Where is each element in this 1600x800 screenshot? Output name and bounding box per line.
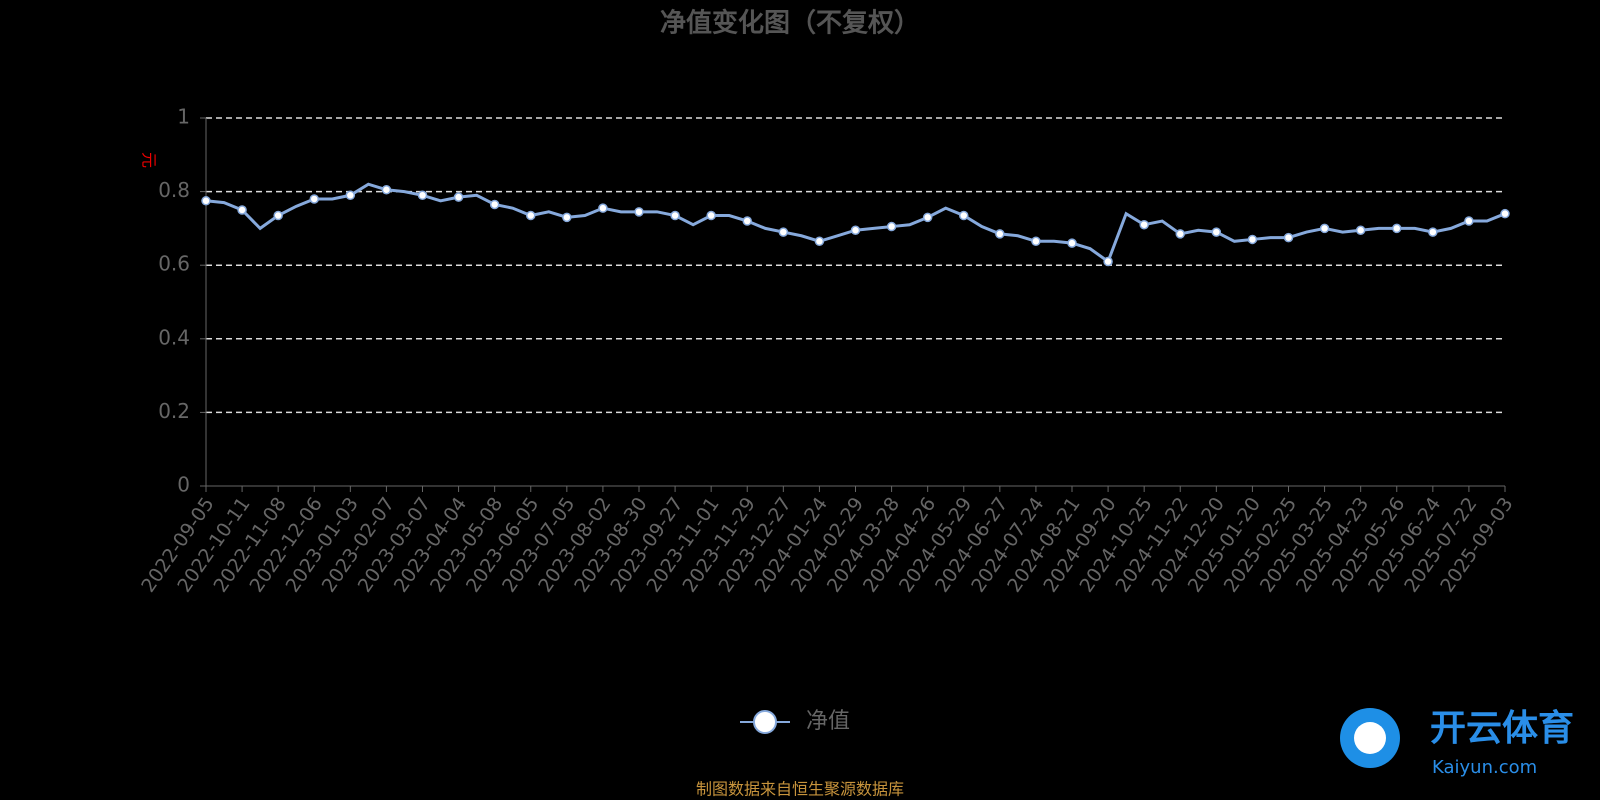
point <box>1500 208 1510 219</box>
y-tick-label: 0.8 <box>158 178 190 202</box>
point <box>201 196 211 206</box>
point <box>814 236 825 247</box>
point <box>309 194 319 204</box>
point <box>237 205 247 215</box>
point <box>562 212 572 223</box>
chart-title: 净值变化图（不复权） <box>660 8 920 39</box>
point <box>345 190 356 201</box>
point <box>1067 238 1077 248</box>
y-tick-label: 0.2 <box>158 399 190 423</box>
watermark: 开云体育 Kaiyun.com <box>1340 708 1574 778</box>
point <box>1211 227 1222 237</box>
point <box>1175 229 1185 239</box>
series-line <box>205 182 1506 264</box>
y-tick-label: 0 <box>177 473 190 497</box>
source: 制图数据来自恒生聚源数据库 <box>696 780 904 799</box>
watermark-site: Kaiyun.com <box>1432 757 1537 778</box>
point <box>1428 227 1438 237</box>
point <box>1031 236 1041 247</box>
point <box>598 203 608 213</box>
point <box>1392 223 1402 234</box>
point <box>742 216 752 226</box>
point <box>526 210 536 221</box>
point <box>1464 216 1474 226</box>
point <box>417 190 428 201</box>
point <box>995 229 1005 239</box>
point <box>634 207 644 217</box>
point <box>381 185 392 195</box>
point <box>850 225 861 235</box>
point <box>489 199 500 210</box>
legend-label: 净值 <box>806 709 850 734</box>
y-axis-label: 元 <box>140 152 159 168</box>
point <box>959 210 969 221</box>
logo-ball <box>1354 722 1386 754</box>
y-tick-label: 0.4 <box>158 325 190 349</box>
point <box>886 221 897 232</box>
point <box>273 210 283 221</box>
watermark-name: 开云体育 <box>1430 708 1574 749</box>
point <box>1355 225 1366 235</box>
point <box>1319 223 1330 234</box>
legend-marker <box>753 710 777 734</box>
point <box>778 227 789 237</box>
point <box>1283 232 1294 243</box>
y-tick-label: 1 <box>177 105 190 129</box>
point <box>1247 234 1258 245</box>
point <box>706 210 716 221</box>
point <box>453 192 464 202</box>
point <box>1103 256 1113 267</box>
point <box>670 210 680 221</box>
point <box>1139 219 1149 230</box>
y-tick-label: 0.6 <box>158 252 190 276</box>
point <box>922 212 933 223</box>
